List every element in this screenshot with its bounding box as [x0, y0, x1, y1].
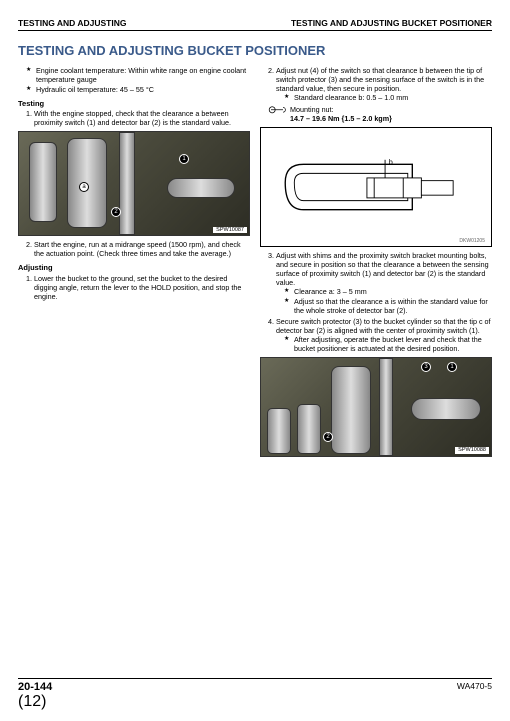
diagram-label: DKW01205	[459, 238, 485, 244]
photo-1: 1 2 a SPW10087	[18, 131, 250, 236]
step-4-text: Secure switch protector (3) to the bucke…	[276, 317, 491, 335]
testing-list: With the engine stopped, check that the …	[18, 109, 250, 127]
right-step-2: Adjust nut (4) of the switch so that cle…	[276, 66, 492, 102]
adjusting-heading: Adjusting	[18, 263, 250, 272]
step-4-stars: After adjusting, operate the bucket leve…	[276, 335, 492, 353]
model-code: WA470-5	[457, 681, 492, 711]
header-left: TESTING AND ADJUSTING	[18, 18, 126, 28]
header-right: TESTING AND ADJUSTING BUCKET POSITIONER	[291, 18, 492, 28]
precondition-list: Engine coolant temperature: Within white…	[18, 66, 250, 94]
left-column: Engine coolant temperature: Within white…	[18, 66, 250, 461]
testing-list-2: Start the engine, run at a midrange spee…	[18, 240, 250, 258]
callout-1: 1	[179, 154, 189, 164]
mounting-value: 14.7 – 19.6 Nm {1.5 – 2.0 kgm}	[290, 114, 392, 123]
step-3-text: Adjust with shims and the proximity swit…	[276, 251, 489, 287]
adjusting-list: Lower the bucket to the ground, set the …	[18, 274, 250, 301]
right-steps: Adjust nut (4) of the switch so that cle…	[260, 66, 492, 102]
page-title: TESTING AND ADJUSTING BUCKET POSITIONER	[18, 43, 492, 58]
step-3-star: Clearance a: 3 – 5 mm	[284, 287, 492, 296]
photo-2-label: SPW10088	[455, 447, 489, 454]
svg-text:b: b	[389, 157, 393, 166]
testing-step: With the engine stopped, check that the …	[34, 109, 250, 127]
page-number: 20-144	[18, 681, 52, 693]
footer-left: 20-144 (12)	[18, 681, 52, 711]
wrench-icon	[268, 105, 286, 115]
right-step-4: Secure switch protector (3) to the bucke…	[276, 317, 492, 353]
page-sub: (12)	[18, 693, 46, 710]
photo-1-label: SPW10087	[213, 227, 247, 234]
precondition-item: Hydraulic oil temperature: 45 – 55 °C	[26, 85, 250, 94]
adjusting-step: Lower the bucket to the ground, set the …	[34, 274, 250, 301]
content-columns: Engine coolant temperature: Within white…	[18, 66, 492, 461]
right-column: Adjust nut (4) of the switch so that cle…	[260, 66, 492, 461]
right-steps-34: Adjust with shims and the proximity swit…	[260, 251, 492, 353]
step-2-text: Adjust nut (4) of the switch so that cle…	[276, 66, 484, 93]
mounting-spec: Mounting nut: 14.7 – 19.6 Nm {1.5 – 2.0 …	[268, 105, 492, 123]
mounting-label: Mounting nut:	[290, 105, 334, 114]
right-step-3: Adjust with shims and the proximity swit…	[276, 251, 492, 315]
page-footer: 20-144 (12) WA470-5	[18, 678, 492, 711]
callout-1b: 1	[447, 362, 457, 372]
step-3-stars: Clearance a: 3 – 5 mm Adjust so that the…	[276, 287, 492, 315]
callout-2b: 2	[323, 432, 333, 442]
step-4-star: After adjusting, operate the bucket leve…	[284, 335, 492, 353]
diagram-1: b DKW01205	[260, 127, 492, 247]
page-header: TESTING AND ADJUSTING TESTING AND ADJUST…	[18, 18, 492, 31]
photo-2: 3 1 2 SPW10088	[260, 357, 492, 457]
mounting-text: Mounting nut: 14.7 – 19.6 Nm {1.5 – 2.0 …	[290, 105, 392, 123]
step-3-star: Adjust so that the clearance a is within…	[284, 297, 492, 315]
step-2-star: Standard clearance b: 0.5 – 1.0 mm	[284, 93, 492, 102]
testing-step: Start the engine, run at a midrange spee…	[34, 240, 250, 258]
precondition-item: Engine coolant temperature: Within white…	[26, 66, 250, 84]
callout-3: 3	[421, 362, 431, 372]
step-2-stars: Standard clearance b: 0.5 – 1.0 mm	[276, 93, 492, 102]
testing-heading: Testing	[18, 99, 250, 108]
